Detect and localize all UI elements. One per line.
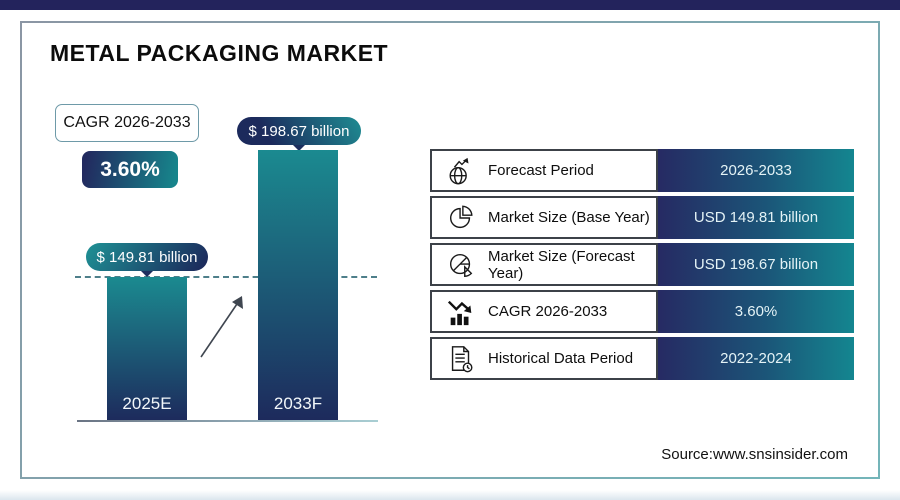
reference-dashed-line — [75, 276, 377, 278]
table-row-value: 3.60% — [658, 290, 854, 333]
bottom-accent-strip — [0, 490, 900, 500]
bar-category-label: 2033F — [273, 394, 323, 413]
table-row: Market Size (Base Year) USD 149.81 billi… — [430, 196, 854, 239]
table-row-value: 2026-2033 — [658, 149, 854, 192]
table-row-label: Historical Data Period — [488, 350, 634, 367]
globe-growth-icon — [445, 155, 477, 187]
table-row: Historical Data Period 2022-2024 — [430, 337, 854, 380]
table-row: Forecast Period 2026-2033 — [430, 149, 854, 192]
table-row: Market Size (Forecast Year) USD 198.67 b… — [430, 243, 854, 286]
page-title: METAL PACKAGING MARKET — [50, 40, 389, 66]
document-clock-icon — [445, 343, 477, 375]
table-row-label: CAGR 2026-2033 — [488, 303, 608, 320]
bar-value-label-2033: $ 198.67 billion — [237, 117, 361, 151]
pie-chart-exploded-icon — [445, 249, 477, 281]
bar-value-label-2025: $ 149.81 billion — [86, 243, 208, 277]
cagr-value-badge: 3.60% — [82, 151, 178, 188]
table-row-label: Market Size (Base Year) — [488, 209, 650, 226]
pie-chart-icon — [445, 202, 477, 234]
bar-growth-icon — [445, 296, 477, 328]
table-row: CAGR 2026-2033 3.60% — [430, 290, 854, 333]
table-row-label: Market Size (Forecast Year) — [488, 247, 635, 282]
chart-baseline — [77, 420, 378, 422]
growth-arrow-icon — [200, 296, 243, 358]
cagr-period-box: CAGR 2026-2033 — [55, 104, 199, 142]
bar-category-label: 2025E — [122, 394, 172, 413]
source-attribution: Source:www.snsinsider.com — [661, 446, 848, 463]
bar-2033: 2033F — [258, 150, 338, 421]
market-summary-table: Forecast Period 2026-2033 Market Size (B… — [430, 149, 854, 384]
table-row-label: Forecast Period — [488, 162, 594, 179]
table-row-value: USD 149.81 billion — [658, 196, 854, 239]
table-row-value: USD 198.67 billion — [658, 243, 854, 286]
top-accent-bar — [0, 0, 900, 10]
table-row-value: 2022-2024 — [658, 337, 854, 380]
bar-2025: 2025E — [107, 277, 187, 421]
